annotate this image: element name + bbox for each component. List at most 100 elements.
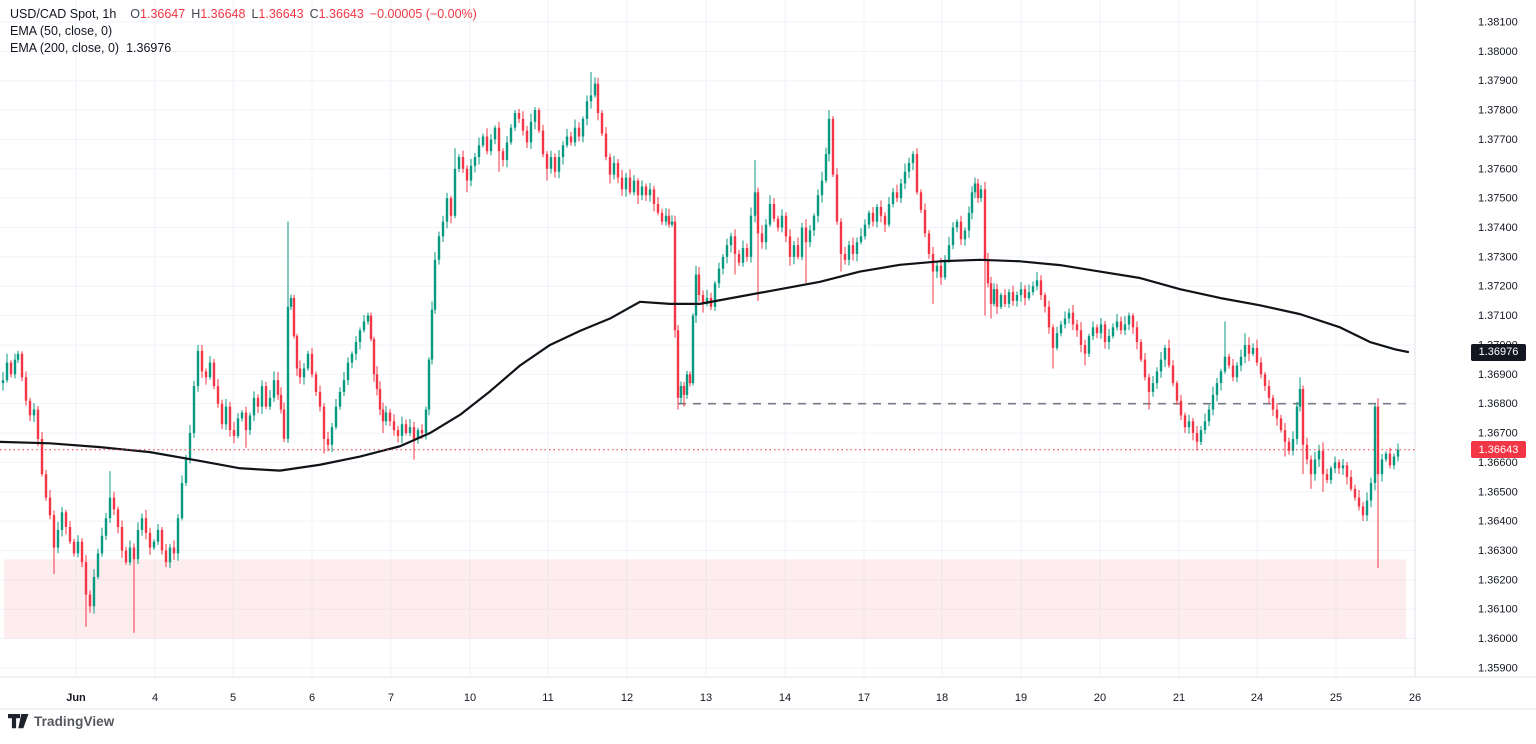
price-axis-label[interactable]: 1.38000 <box>1478 46 1518 58</box>
candle-body <box>412 427 416 439</box>
candle-body <box>903 171 907 184</box>
chart-legend: USD/CAD Spot, 1h O1.36647 H1.36648 L1.36643… <box>10 6 477 57</box>
candle-body <box>64 512 68 527</box>
time-axis-label[interactable]: 17 <box>858 692 870 704</box>
candle-body <box>624 177 628 190</box>
candle-body <box>871 212 875 222</box>
candle-body <box>375 374 379 389</box>
candle-body <box>867 212 871 225</box>
price-axis-label[interactable]: 1.36200 <box>1478 574 1518 586</box>
time-axis-label[interactable]: 20 <box>1094 692 1106 704</box>
candle-body <box>513 113 517 128</box>
legend-symbol-row[interactable]: USD/CAD Spot, 1h O1.36647 H1.36648 L1.36643… <box>10 6 477 23</box>
legend-ema200-row[interactable]: EMA (200, close, 0) 1.36976 <box>10 40 477 57</box>
tradingview-brand-text: TradingView <box>34 714 115 729</box>
candle-body <box>279 394 283 410</box>
candle-body <box>1396 449 1400 457</box>
price-axis-label[interactable]: 1.37500 <box>1478 193 1518 205</box>
legend-ema50-row[interactable]: EMA (50, close, 0) <box>10 23 477 40</box>
open-value: 1.36647 <box>140 7 186 21</box>
candle-body <box>350 353 354 363</box>
candle-body <box>725 245 729 257</box>
candle-body <box>208 362 212 378</box>
candle-body <box>1111 327 1115 337</box>
price-axis-label[interactable]: 1.37300 <box>1478 251 1518 263</box>
candle-body <box>36 409 40 439</box>
candle-body <box>1317 450 1321 460</box>
candle-body <box>999 295 1003 307</box>
price-axis-label[interactable]: 1.36100 <box>1478 604 1518 616</box>
candle-body <box>549 157 553 169</box>
time-axis-label[interactable]: 6 <box>309 692 315 704</box>
price-axis-label[interactable]: 1.37100 <box>1478 310 1518 322</box>
time-axis-label[interactable]: 14 <box>779 692 791 704</box>
candle-body <box>1139 342 1143 360</box>
candle-body <box>216 386 220 404</box>
candle-body <box>1337 462 1341 469</box>
price-axis-label[interactable]: 1.36700 <box>1478 428 1518 440</box>
time-axis-label[interactable]: 7 <box>388 692 394 704</box>
candle-body <box>260 386 264 407</box>
time-axis-label[interactable]: 24 <box>1251 692 1263 704</box>
price-axis-label[interactable]: 1.35900 <box>1478 662 1518 674</box>
last-price-axis-badge: 1.36643 <box>1471 441 1526 459</box>
candle-body <box>967 212 971 231</box>
candle-body <box>256 397 260 407</box>
time-axis-label[interactable]: 19 <box>1015 692 1027 704</box>
time-axis-label[interactable]: 13 <box>700 692 712 704</box>
candle-body <box>100 535 104 554</box>
time-axis-label[interactable]: 4 <box>152 692 158 704</box>
candle-body <box>497 127 501 152</box>
candle-body <box>1143 359 1147 378</box>
candle-body <box>152 541 156 548</box>
time-axis-label[interactable]: Jun <box>66 692 86 704</box>
price-axis-label[interactable]: 1.36000 <box>1478 633 1518 645</box>
time-axis-label[interactable]: 21 <box>1173 692 1185 704</box>
candle-body <box>979 189 983 199</box>
candle-body <box>240 412 244 419</box>
candle-body <box>717 268 721 284</box>
price-axis-label[interactable]: 1.37900 <box>1478 75 1518 87</box>
price-axis-label[interactable]: 1.37200 <box>1478 281 1518 293</box>
price-axis-label[interactable]: 1.36500 <box>1478 486 1518 498</box>
time-axis-label[interactable]: 26 <box>1409 692 1421 704</box>
candle-body <box>760 233 764 243</box>
candle-body <box>986 259 990 284</box>
candle-body <box>1195 433 1199 442</box>
price-axis-label[interactable]: 1.36300 <box>1478 545 1518 557</box>
candle-body <box>628 177 632 193</box>
candle-body <box>1243 344 1247 357</box>
time-axis-label[interactable]: 25 <box>1330 692 1342 704</box>
candle-body <box>164 550 168 563</box>
candle-body <box>652 189 656 205</box>
candle-body <box>644 186 648 196</box>
candle-body <box>295 336 299 369</box>
time-axis-label[interactable]: 5 <box>230 692 236 704</box>
price-axis-label[interactable]: 1.36900 <box>1478 369 1518 381</box>
price-axis-label[interactable]: 1.36800 <box>1478 398 1518 410</box>
time-axis-label[interactable]: 18 <box>936 692 948 704</box>
candle-body <box>1003 295 1007 304</box>
candle-body <box>433 259 437 310</box>
candle-body <box>1259 362 1263 375</box>
time-axis-label[interactable]: 10 <box>464 692 476 704</box>
ema200-value: 1.36976 <box>126 41 172 55</box>
candle-body <box>1219 371 1223 384</box>
price-axis-label[interactable]: 1.37800 <box>1478 105 1518 117</box>
candle-body <box>679 386 683 398</box>
candle-body <box>1388 453 1392 466</box>
tradingview-watermark[interactable]: TradingView <box>8 714 114 729</box>
price-axis-label[interactable]: 1.36400 <box>1478 516 1518 528</box>
price-axis-label[interactable]: 1.37700 <box>1478 134 1518 146</box>
price-axis-label[interactable]: 1.37600 <box>1478 163 1518 175</box>
time-axis-label[interactable]: 12 <box>621 692 633 704</box>
candle-body <box>673 221 677 331</box>
candle-body <box>1159 359 1163 372</box>
price-axis-label[interactable]: 1.38100 <box>1478 17 1518 29</box>
time-axis-label[interactable]: 11 <box>542 692 553 704</box>
price-axis-label[interactable]: 1.37400 <box>1478 222 1518 234</box>
candle-body <box>1175 383 1179 401</box>
price-axis-label[interactable]: 1.36600 <box>1478 457 1518 469</box>
candle-body <box>947 245 951 260</box>
